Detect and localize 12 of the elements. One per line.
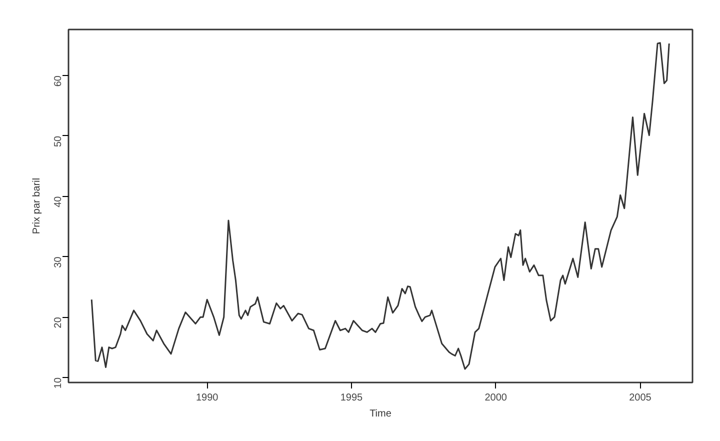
x-tick-label: 2000 <box>484 392 508 404</box>
x-tick-label: 2005 <box>629 392 652 404</box>
y-tick-label: 10 <box>53 377 64 389</box>
y-axis-title: Prix par baril <box>32 178 42 234</box>
y-tick-label: 50 <box>53 135 64 148</box>
x-tick-label: 1990 <box>196 392 219 404</box>
x-tick-label: 1995 <box>340 392 364 404</box>
y-tick-label: 40 <box>53 196 64 208</box>
y-tick-label: 20 <box>53 316 64 328</box>
y-tick-label: 30 <box>53 256 64 268</box>
x-axis-title: Time <box>370 408 392 420</box>
y-tick-label: 60 <box>53 75 64 87</box>
